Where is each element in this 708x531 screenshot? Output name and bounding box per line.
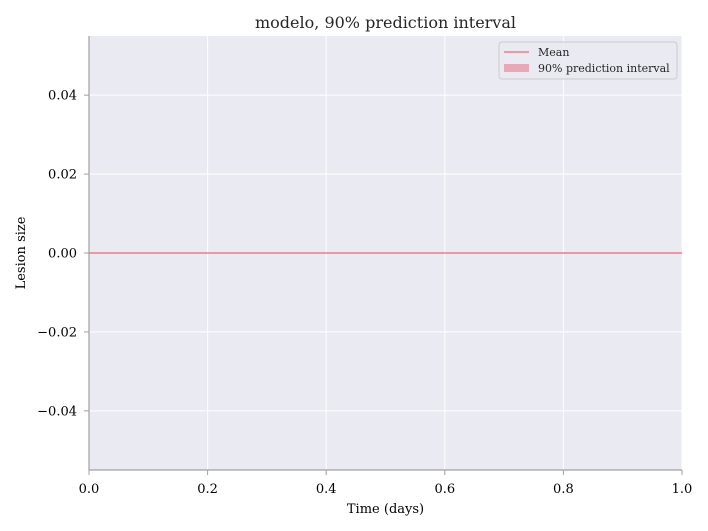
y-tick-label: 0.00 [48,247,77,262]
y-axis-label: Lesion size [14,216,29,289]
chart-title: modelo, 90% prediction interval [255,13,516,32]
legend-frame [498,41,678,80]
x-tick-label: 0.6 [434,482,455,497]
legend-item: Mean [504,46,569,59]
y-tick-label: −0.02 [37,325,77,340]
x-tick-label: 0.4 [316,482,337,497]
legend-label: Mean [538,46,569,59]
y-ticks: 0.04 0.02 0.00 −0.02 −0.04 [37,89,89,419]
legend-band-swatch [504,64,529,72]
legend-label: 90% prediction interval [538,62,670,75]
y-tick-label: 0.04 [48,89,77,104]
y-tick-label: −0.04 [37,404,77,419]
x-tick-label: 0.8 [553,482,574,497]
x-tick-label: 0.0 [79,482,100,497]
y-tick-label: 0.02 [48,168,77,183]
x-ticks: 0.0 0.2 0.4 0.6 0.8 1.0 [79,470,693,497]
x-axis-label: Time (days) [347,502,424,517]
legend: Mean 90% prediction interval [498,41,678,80]
x-tick-label: 1.0 [672,482,693,497]
legend-item: 90% prediction interval [504,62,670,75]
x-tick-label: 0.2 [197,482,218,497]
